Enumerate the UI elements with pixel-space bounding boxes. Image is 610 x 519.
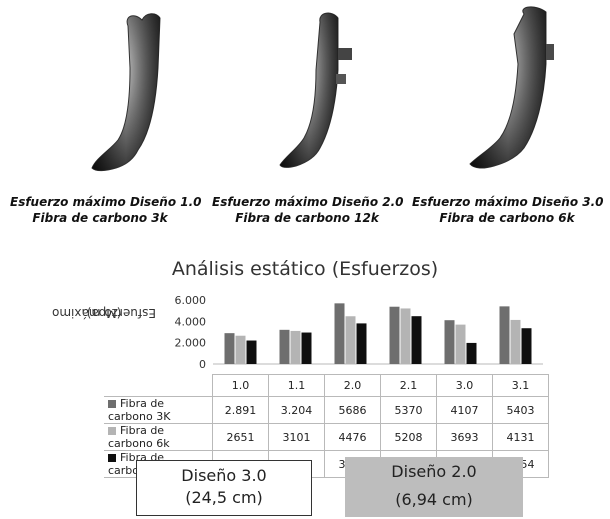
bar-12k-1-1	[301, 332, 312, 364]
bar-3k-1-1	[279, 329, 290, 364]
table-header-cell: 3.1	[492, 374, 549, 397]
bar-3k-2-0	[334, 303, 345, 364]
table-cell: 4476	[324, 423, 381, 451]
table-cell: 5403	[492, 396, 549, 424]
table-cell: 2.891	[212, 396, 269, 424]
table-cell: 5370	[380, 396, 437, 424]
bar-12k-2-0	[356, 323, 367, 364]
table-row-3k: Fibra de carbono 3K 2.891 3.204 5686 537…	[104, 396, 549, 424]
bar-6k-2-1	[400, 308, 411, 364]
bar-6k-3-0	[455, 324, 466, 364]
table-cell: 4107	[436, 396, 493, 424]
y-tick-label: 6.000	[175, 294, 207, 307]
bar-3k-3-0	[444, 320, 455, 364]
y-tick-label: 0	[199, 358, 206, 371]
legend-entry-3k: Fibra de carbono 3K	[104, 396, 213, 424]
legend-entry-6k: Fibra de carbono 6k	[104, 423, 213, 451]
table-cell: 2651	[212, 423, 269, 451]
table-header-cell: 1.1	[268, 374, 325, 397]
design-box-3-title: Diseño 3.0	[181, 466, 267, 485]
table-cell: 3.204	[268, 396, 325, 424]
table-header-cell: 2.1	[380, 374, 437, 397]
caption-design-2-line1: Esfuerzo máximo Diseño 2.0	[212, 195, 404, 209]
orthosis-render-design-1	[91, 13, 161, 172]
bar-3k-1-0	[224, 333, 235, 364]
bar-12k-2-1	[411, 316, 422, 364]
table-corner	[104, 374, 213, 397]
y-tick-label: 2.000	[175, 337, 207, 350]
table-row-6k: Fibra de carbono 6k 2651 3101 4476 5208 …	[104, 423, 549, 451]
caption-design-3-line1: Esfuerzo máximo Diseño 3.0	[412, 195, 604, 209]
table-header-cell: 1.0	[212, 374, 269, 397]
bar-3k-3-1	[499, 306, 510, 364]
table-header-cell: 2.0	[324, 374, 381, 397]
y-tick-label: 4.000	[175, 315, 207, 328]
bar-6k-3-1	[510, 319, 521, 364]
bar-12k-3-1	[521, 328, 532, 364]
table-header-cell: 3.0	[436, 374, 493, 397]
table-header-row: 1.0 1.1 2.0 2.1 3.0 3.1	[104, 374, 549, 397]
table-cell: 4131	[492, 423, 549, 451]
bar-12k-1-0	[246, 340, 257, 364]
bar-3k-2-1	[389, 306, 400, 364]
design-box-2-title: Diseño 2.0	[391, 462, 477, 481]
design-box-2-size: (6,94 cm)	[395, 490, 473, 509]
bar-6k-2-0	[345, 316, 356, 364]
caption-design-3-line2: Fibra de carbono 6k	[439, 211, 575, 225]
legend-label-3k: Fibra de carbono 3K	[108, 397, 171, 423]
caption-design-1-line2: Fibra de carbono 3k	[32, 211, 168, 225]
caption-design-3: Esfuerzo máximo Diseño 3.0 Fibra de carb…	[412, 194, 604, 226]
design-box-3: Diseño 3.0 (24,5 cm)	[136, 460, 312, 516]
bar-6k-1-0	[235, 335, 246, 364]
orthosis-render-design-2	[279, 12, 352, 168]
caption-design-2: Esfuerzo máximo Diseño 2.0 Fibra de carb…	[212, 194, 404, 226]
chart-title: Análisis estático (Esfuerzos)	[171, 258, 439, 280]
table-cell: 5208	[380, 423, 437, 451]
table-cell: 3693	[436, 423, 493, 451]
legend-swatch-12k	[108, 454, 116, 462]
caption-design-1: Esfuerzo máximo Diseño 1.0 Fibra de carb…	[10, 194, 202, 226]
legend-swatch-3k	[108, 400, 116, 408]
caption-design-2-line2: Fibra de carbono 12k	[235, 211, 379, 225]
bar-6k-1-1	[290, 330, 301, 364]
table-cell: 3101	[268, 423, 325, 451]
design-box-3-size: (24,5 cm)	[185, 488, 263, 507]
legend-swatch-6k	[108, 427, 116, 435]
caption-design-1-line1: Esfuerzo máximo Diseño 1.0	[10, 195, 202, 209]
orthosis-render-design-3	[469, 6, 554, 169]
legend-label-6k: Fibra de carbono 6k	[108, 424, 170, 450]
table-cell: 5686	[324, 396, 381, 424]
bar-12k-3-0	[466, 342, 477, 364]
design-box-2: Diseño 2.0 (6,94 cm)	[345, 457, 523, 517]
